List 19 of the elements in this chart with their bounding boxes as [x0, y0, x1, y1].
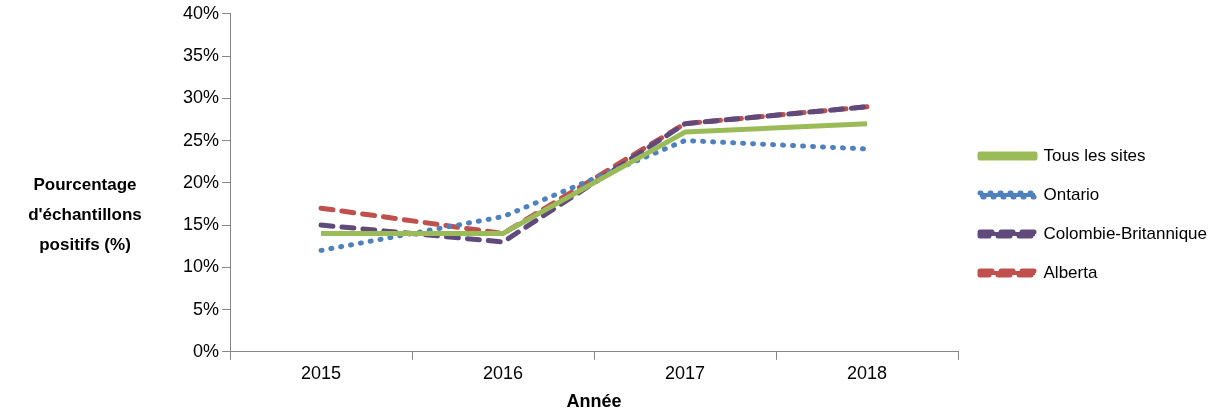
x-tick-label: 2016 — [483, 362, 524, 383]
y-tick-label: 10% — [183, 256, 220, 277]
legend-label: Alberta — [1043, 262, 1098, 282]
y-tick-label: 25% — [183, 129, 220, 150]
x-tick-label: 2018 — [847, 362, 888, 383]
y-tick-label: 0% — [193, 340, 220, 361]
x-tick-label: 2015 — [301, 362, 342, 383]
y-tick-label: 15% — [183, 214, 220, 235]
legend-label: Ontario — [1043, 184, 1100, 204]
y-tick-label: 5% — [193, 298, 220, 319]
x-axis-title: Année — [566, 391, 622, 412]
y-tick-label: 40% — [183, 2, 220, 23]
y-tick-label: 30% — [183, 87, 220, 108]
legend-label: Tous les sites — [1043, 145, 1146, 165]
y-tick-label: 20% — [183, 171, 220, 192]
legend-label: Colombie-Britannique — [1043, 223, 1208, 243]
y-tick-label: 35% — [183, 45, 220, 66]
y-axis-title: Pourcentage d'échantillons positifs (%) — [27, 174, 143, 256]
x-tick-label: 2017 — [665, 362, 706, 383]
